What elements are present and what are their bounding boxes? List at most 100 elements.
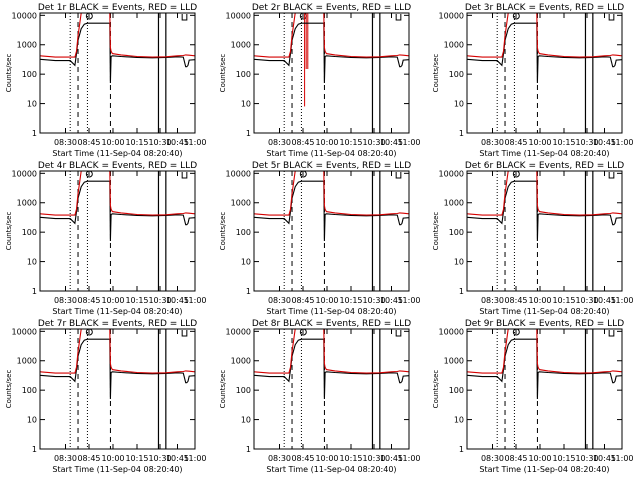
y-tick-label: 10: [241, 258, 251, 267]
y-tick-label: 10000: [12, 327, 37, 336]
plot-frame: [466, 328, 623, 450]
series-line-events: [40, 22, 195, 84]
y-axis-label: Counts/sec: [432, 212, 440, 251]
x-tick-label: 10:30: [148, 296, 171, 305]
series-line-lld: [467, 329, 622, 374]
plot-area: [254, 329, 409, 449]
plot-frame: [466, 170, 623, 292]
detector-panel: Det 9r BLACK = Events, RED = LLD Start Ti…: [432, 319, 634, 474]
y-tick-label: 10000: [439, 169, 464, 178]
interval-bracket: [395, 330, 402, 337]
x-tick-label: 10:15: [339, 138, 362, 147]
circle-marker: [85, 329, 93, 336]
y-tick-label: 1000: [231, 357, 251, 366]
y-tick-label: 1: [32, 129, 37, 138]
x-tick-label: 10:00: [101, 138, 124, 147]
series-line-events: [254, 22, 409, 84]
y-tick-label: 10000: [439, 11, 464, 20]
series-line-events: [467, 180, 622, 242]
y-tick-label: 100: [236, 386, 251, 395]
detector-panel: Det 5r BLACK = Events, RED = LLD Start Ti…: [219, 161, 421, 316]
y-tick-label: 1: [459, 129, 464, 138]
circle-marker: [512, 329, 520, 336]
x-tick-label: 08:30: [268, 454, 291, 463]
y-tick-label: 10: [454, 258, 464, 267]
panel-title: Det 2r BLACK = Events, RED = LLD: [252, 3, 411, 13]
circle-marker: [85, 13, 93, 20]
plot-frame: [39, 328, 196, 450]
detector-panel: Det 2r BLACK = Events, RED = LLD Start Ti…: [219, 3, 421, 158]
x-tick-label: 11:00: [610, 138, 633, 147]
y-tick-label: 1000: [231, 41, 251, 50]
circle-marker: [85, 171, 93, 178]
x-tick-label: 10:30: [362, 296, 385, 305]
x-tick-label: 10:45: [593, 454, 616, 463]
y-tick-label: 1000: [231, 199, 251, 208]
y-tick-label: 100: [236, 70, 251, 79]
panel-title: Det 6r BLACK = Events, RED = LLD: [465, 161, 624, 171]
plot-area: [467, 171, 622, 291]
plot-area: [40, 329, 195, 449]
x-axis-label: Start Time (11-Sep-04 08:20:40): [479, 307, 609, 316]
x-tick-label: 10:15: [339, 454, 362, 463]
x-tick-label: 08:45: [504, 138, 527, 147]
x-tick-label: 08:30: [268, 296, 291, 305]
x-tick-label: 08:30: [54, 138, 77, 147]
y-tick-label: 100: [22, 228, 37, 237]
interval-bracket: [181, 172, 188, 179]
series-line-lld: [40, 13, 195, 58]
y-tick-label: 100: [236, 228, 251, 237]
y-tick-label: 10: [454, 100, 464, 109]
y-tick-label: 1: [32, 445, 37, 454]
x-axis-label: Start Time (11-Sep-04 08:20:40): [266, 307, 396, 316]
x-axis-label: Start Time (11-Sep-04 08:20:40): [52, 149, 182, 158]
y-tick-label: 10000: [226, 327, 251, 336]
series-line-lld: [40, 171, 195, 216]
y-tick-label: 100: [22, 70, 37, 79]
x-tick-label: 10:00: [101, 454, 124, 463]
series-line-events: [40, 338, 195, 400]
panel-title: Det 3r BLACK = Events, RED = LLD: [465, 3, 624, 13]
y-tick-label: 1: [32, 287, 37, 296]
x-tick-label: 10:45: [380, 296, 403, 305]
y-tick-label: 1: [246, 287, 251, 296]
y-tick-label: 1: [246, 445, 251, 454]
plot-frame: [253, 170, 410, 292]
y-tick-label: 10000: [12, 11, 37, 20]
series-line-lld: [467, 171, 622, 216]
interval-bracket: [395, 14, 402, 21]
series-line-lld: [254, 329, 409, 374]
series-line-events: [467, 22, 622, 84]
x-tick-label: 10:15: [552, 454, 575, 463]
x-tick-label: 10:00: [315, 296, 338, 305]
y-tick-label: 10000: [12, 169, 37, 178]
y-tick-label: 100: [449, 70, 464, 79]
x-tick-label: 08:30: [481, 296, 504, 305]
panel-title: Det 8r BLACK = Events, RED = LLD: [252, 319, 411, 329]
circle-marker: [299, 171, 307, 178]
detector-panel: Det 1r BLACK = Events, RED = LLD Start Ti…: [5, 3, 207, 158]
y-tick-label: 1000: [444, 357, 464, 366]
x-tick-label: 10:45: [166, 138, 189, 147]
x-tick-label: 08:45: [77, 454, 100, 463]
x-tick-label: 10:45: [166, 454, 189, 463]
series-line-lld: [254, 13, 409, 58]
x-tick-label: 10:30: [575, 296, 598, 305]
panel-title: Det 4r BLACK = Events, RED = LLD: [38, 161, 197, 171]
y-axis-label: Counts/sec: [219, 212, 227, 251]
y-axis-label: Counts/sec: [5, 54, 13, 93]
interval-bracket: [181, 330, 188, 337]
y-tick-label: 1: [459, 445, 464, 454]
x-tick-label: 08:30: [481, 138, 504, 147]
x-tick-label: 11:00: [183, 138, 206, 147]
x-tick-label: 10:00: [528, 454, 551, 463]
x-tick-label: 10:30: [575, 138, 598, 147]
plot-frame: [466, 12, 623, 134]
x-tick-label: 10:00: [315, 138, 338, 147]
x-tick-label: 08:45: [291, 454, 314, 463]
x-tick-label: 10:30: [362, 138, 385, 147]
y-tick-label: 1000: [444, 41, 464, 50]
interval-bracket: [608, 172, 615, 179]
detector-panel: Det 8r BLACK = Events, RED = LLD Start Ti…: [219, 319, 421, 474]
x-axis-label: Start Time (11-Sep-04 08:20:40): [479, 149, 609, 158]
